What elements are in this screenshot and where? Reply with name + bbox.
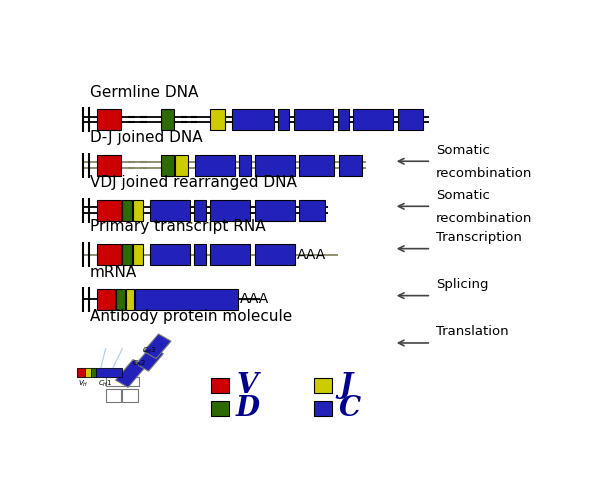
Bar	[150, 200, 190, 220]
Bar	[195, 154, 234, 176]
Bar	[106, 378, 139, 386]
Text: recombination: recombination	[436, 166, 532, 179]
Text: Antibody protein molecule: Antibody protein molecule	[89, 308, 292, 324]
Bar	[339, 154, 362, 176]
Bar	[397, 109, 423, 130]
Bar	[126, 289, 134, 310]
Bar	[144, 334, 171, 358]
Text: Transcription: Transcription	[436, 231, 522, 244]
Text: D: D	[236, 395, 260, 422]
Bar	[194, 200, 206, 220]
Bar	[255, 154, 295, 176]
Bar	[161, 154, 175, 176]
Bar	[136, 346, 163, 371]
Text: Translation: Translation	[436, 326, 509, 338]
Bar	[210, 244, 250, 266]
Bar	[210, 200, 250, 220]
Bar	[294, 109, 333, 130]
Bar	[135, 289, 238, 310]
Text: recombination: recombination	[436, 212, 532, 224]
Text: $C_{H}2$: $C_{H}2$	[132, 359, 146, 370]
Bar	[299, 200, 324, 220]
Text: AAA: AAA	[240, 292, 269, 306]
Text: Germline DNA: Germline DNA	[89, 86, 198, 100]
Bar	[255, 244, 295, 266]
Text: $C_{H}1$: $C_{H}1$	[98, 379, 113, 390]
Bar	[278, 109, 289, 130]
Bar	[97, 154, 121, 176]
Bar	[314, 378, 332, 392]
Bar	[116, 289, 124, 310]
Bar	[353, 109, 393, 130]
Text: Primary transcript RNA: Primary transcript RNA	[89, 220, 265, 234]
Bar	[106, 388, 121, 402]
Bar	[77, 368, 122, 377]
Text: Somatic: Somatic	[436, 144, 490, 156]
Bar	[97, 109, 121, 130]
Bar	[122, 244, 132, 266]
Bar	[122, 200, 132, 220]
Bar	[210, 109, 225, 130]
Bar	[97, 244, 121, 266]
Bar	[133, 244, 143, 266]
Text: $V_H$: $V_H$	[77, 379, 88, 390]
Bar	[150, 244, 190, 266]
Bar	[233, 109, 274, 130]
Bar	[97, 289, 115, 310]
Bar	[122, 388, 138, 402]
Text: Splicing: Splicing	[436, 278, 489, 291]
Text: $C_{H}3$: $C_{H}3$	[143, 346, 157, 356]
Bar	[194, 244, 206, 266]
Bar	[211, 401, 229, 415]
Bar	[299, 154, 334, 176]
Bar	[161, 109, 175, 130]
Bar	[115, 360, 146, 388]
Text: VDJ joined rearranged DNA: VDJ joined rearranged DNA	[89, 174, 297, 190]
Text: J: J	[339, 372, 352, 399]
Bar	[255, 200, 295, 220]
Bar	[338, 109, 349, 130]
Bar	[77, 368, 85, 377]
Bar	[211, 378, 229, 392]
Text: AAA: AAA	[297, 248, 326, 262]
Bar	[314, 401, 332, 415]
Bar	[91, 368, 96, 377]
Text: mRNA: mRNA	[89, 265, 137, 280]
Bar	[85, 368, 91, 377]
Bar	[97, 200, 121, 220]
Text: C: C	[339, 395, 361, 422]
Bar	[133, 200, 143, 220]
Bar	[175, 154, 188, 176]
Bar	[239, 154, 251, 176]
Text: Somatic: Somatic	[436, 188, 490, 202]
Text: V: V	[236, 372, 257, 399]
Bar	[96, 368, 122, 377]
Text: D-J joined DNA: D-J joined DNA	[89, 130, 202, 144]
